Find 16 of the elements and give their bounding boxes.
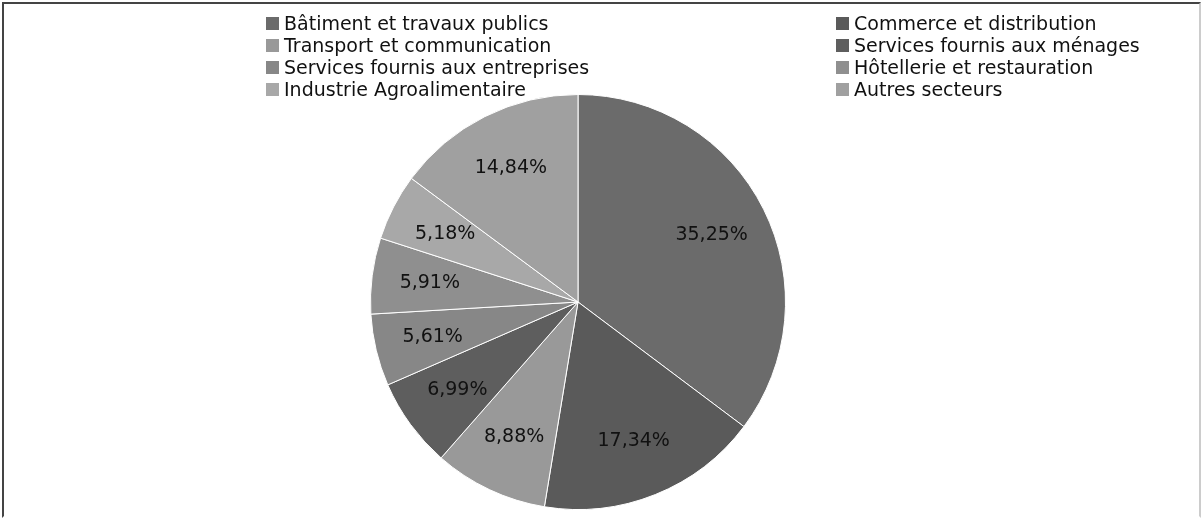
data-label: 5,61% xyxy=(402,323,463,346)
legend-label: Commerce et distribution xyxy=(854,12,1097,34)
data-label: 6,99% xyxy=(427,377,488,400)
data-label: 5,91% xyxy=(399,269,460,292)
legend-label: Services fournis aux ménages xyxy=(854,34,1140,56)
legend-label: Bâtiment et travaux publics xyxy=(284,12,549,34)
data-label: 35,25% xyxy=(675,222,748,245)
data-label: 17,34% xyxy=(597,427,670,450)
data-label: 14,84% xyxy=(474,155,548,178)
legend-label: Industrie Agroalimentaire xyxy=(284,78,526,100)
data-label: 5,18% xyxy=(415,220,476,243)
legend-label: Services fournis aux entreprises xyxy=(284,56,590,78)
legend-label: Autres secteurs xyxy=(854,78,1003,100)
data-label: 8,88% xyxy=(483,424,545,446)
legend-label: Hôtellerie et restauration xyxy=(854,56,1094,78)
legend-label: Transport et communication xyxy=(284,34,552,56)
